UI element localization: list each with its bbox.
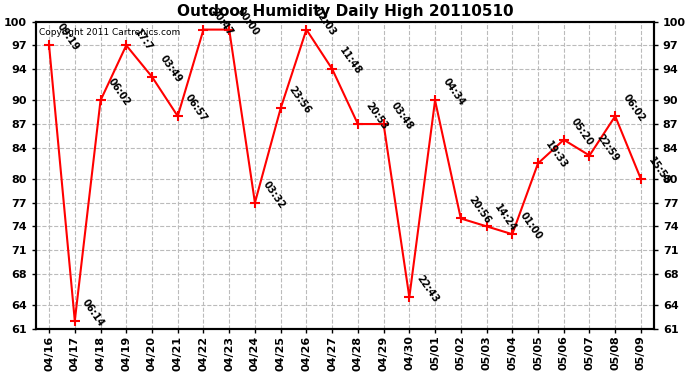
Text: 03:32: 03:32 — [261, 179, 286, 210]
Text: 14:24: 14:24 — [492, 203, 518, 234]
Text: 03:48: 03:48 — [389, 100, 415, 132]
Text: 22:59: 22:59 — [595, 132, 621, 163]
Text: 09:19: 09:19 — [55, 22, 81, 53]
Text: 06:14: 06:14 — [80, 297, 106, 328]
Title: Outdoor Humidity Daily High 20110510: Outdoor Humidity Daily High 20110510 — [177, 4, 513, 19]
Text: 04:34: 04:34 — [441, 77, 466, 108]
Text: 06:02: 06:02 — [106, 77, 132, 108]
Text: 02:03: 02:03 — [312, 6, 338, 37]
Text: 20:47: 20:47 — [209, 6, 235, 37]
Text: Copyright 2011 Cartronics.com: Copyright 2011 Cartronics.com — [39, 28, 181, 37]
Text: 19:33: 19:33 — [544, 140, 569, 171]
Text: 06:57: 06:57 — [184, 93, 209, 124]
Text: 23:56: 23:56 — [286, 85, 312, 116]
Text: 15:53: 15:53 — [647, 156, 673, 187]
Text: 17:7: 17:7 — [132, 27, 154, 53]
Text: 11:48: 11:48 — [337, 45, 364, 76]
Text: 05:20: 05:20 — [569, 116, 595, 147]
Text: 00:00: 00:00 — [235, 6, 261, 37]
Text: 20:53: 20:53 — [364, 100, 389, 132]
Text: 22:43: 22:43 — [415, 274, 441, 305]
Text: 03:49: 03:49 — [157, 53, 184, 84]
Text: 20:56: 20:56 — [466, 195, 493, 226]
Text: 06:02: 06:02 — [621, 93, 647, 124]
Text: 01:00: 01:00 — [518, 211, 544, 242]
